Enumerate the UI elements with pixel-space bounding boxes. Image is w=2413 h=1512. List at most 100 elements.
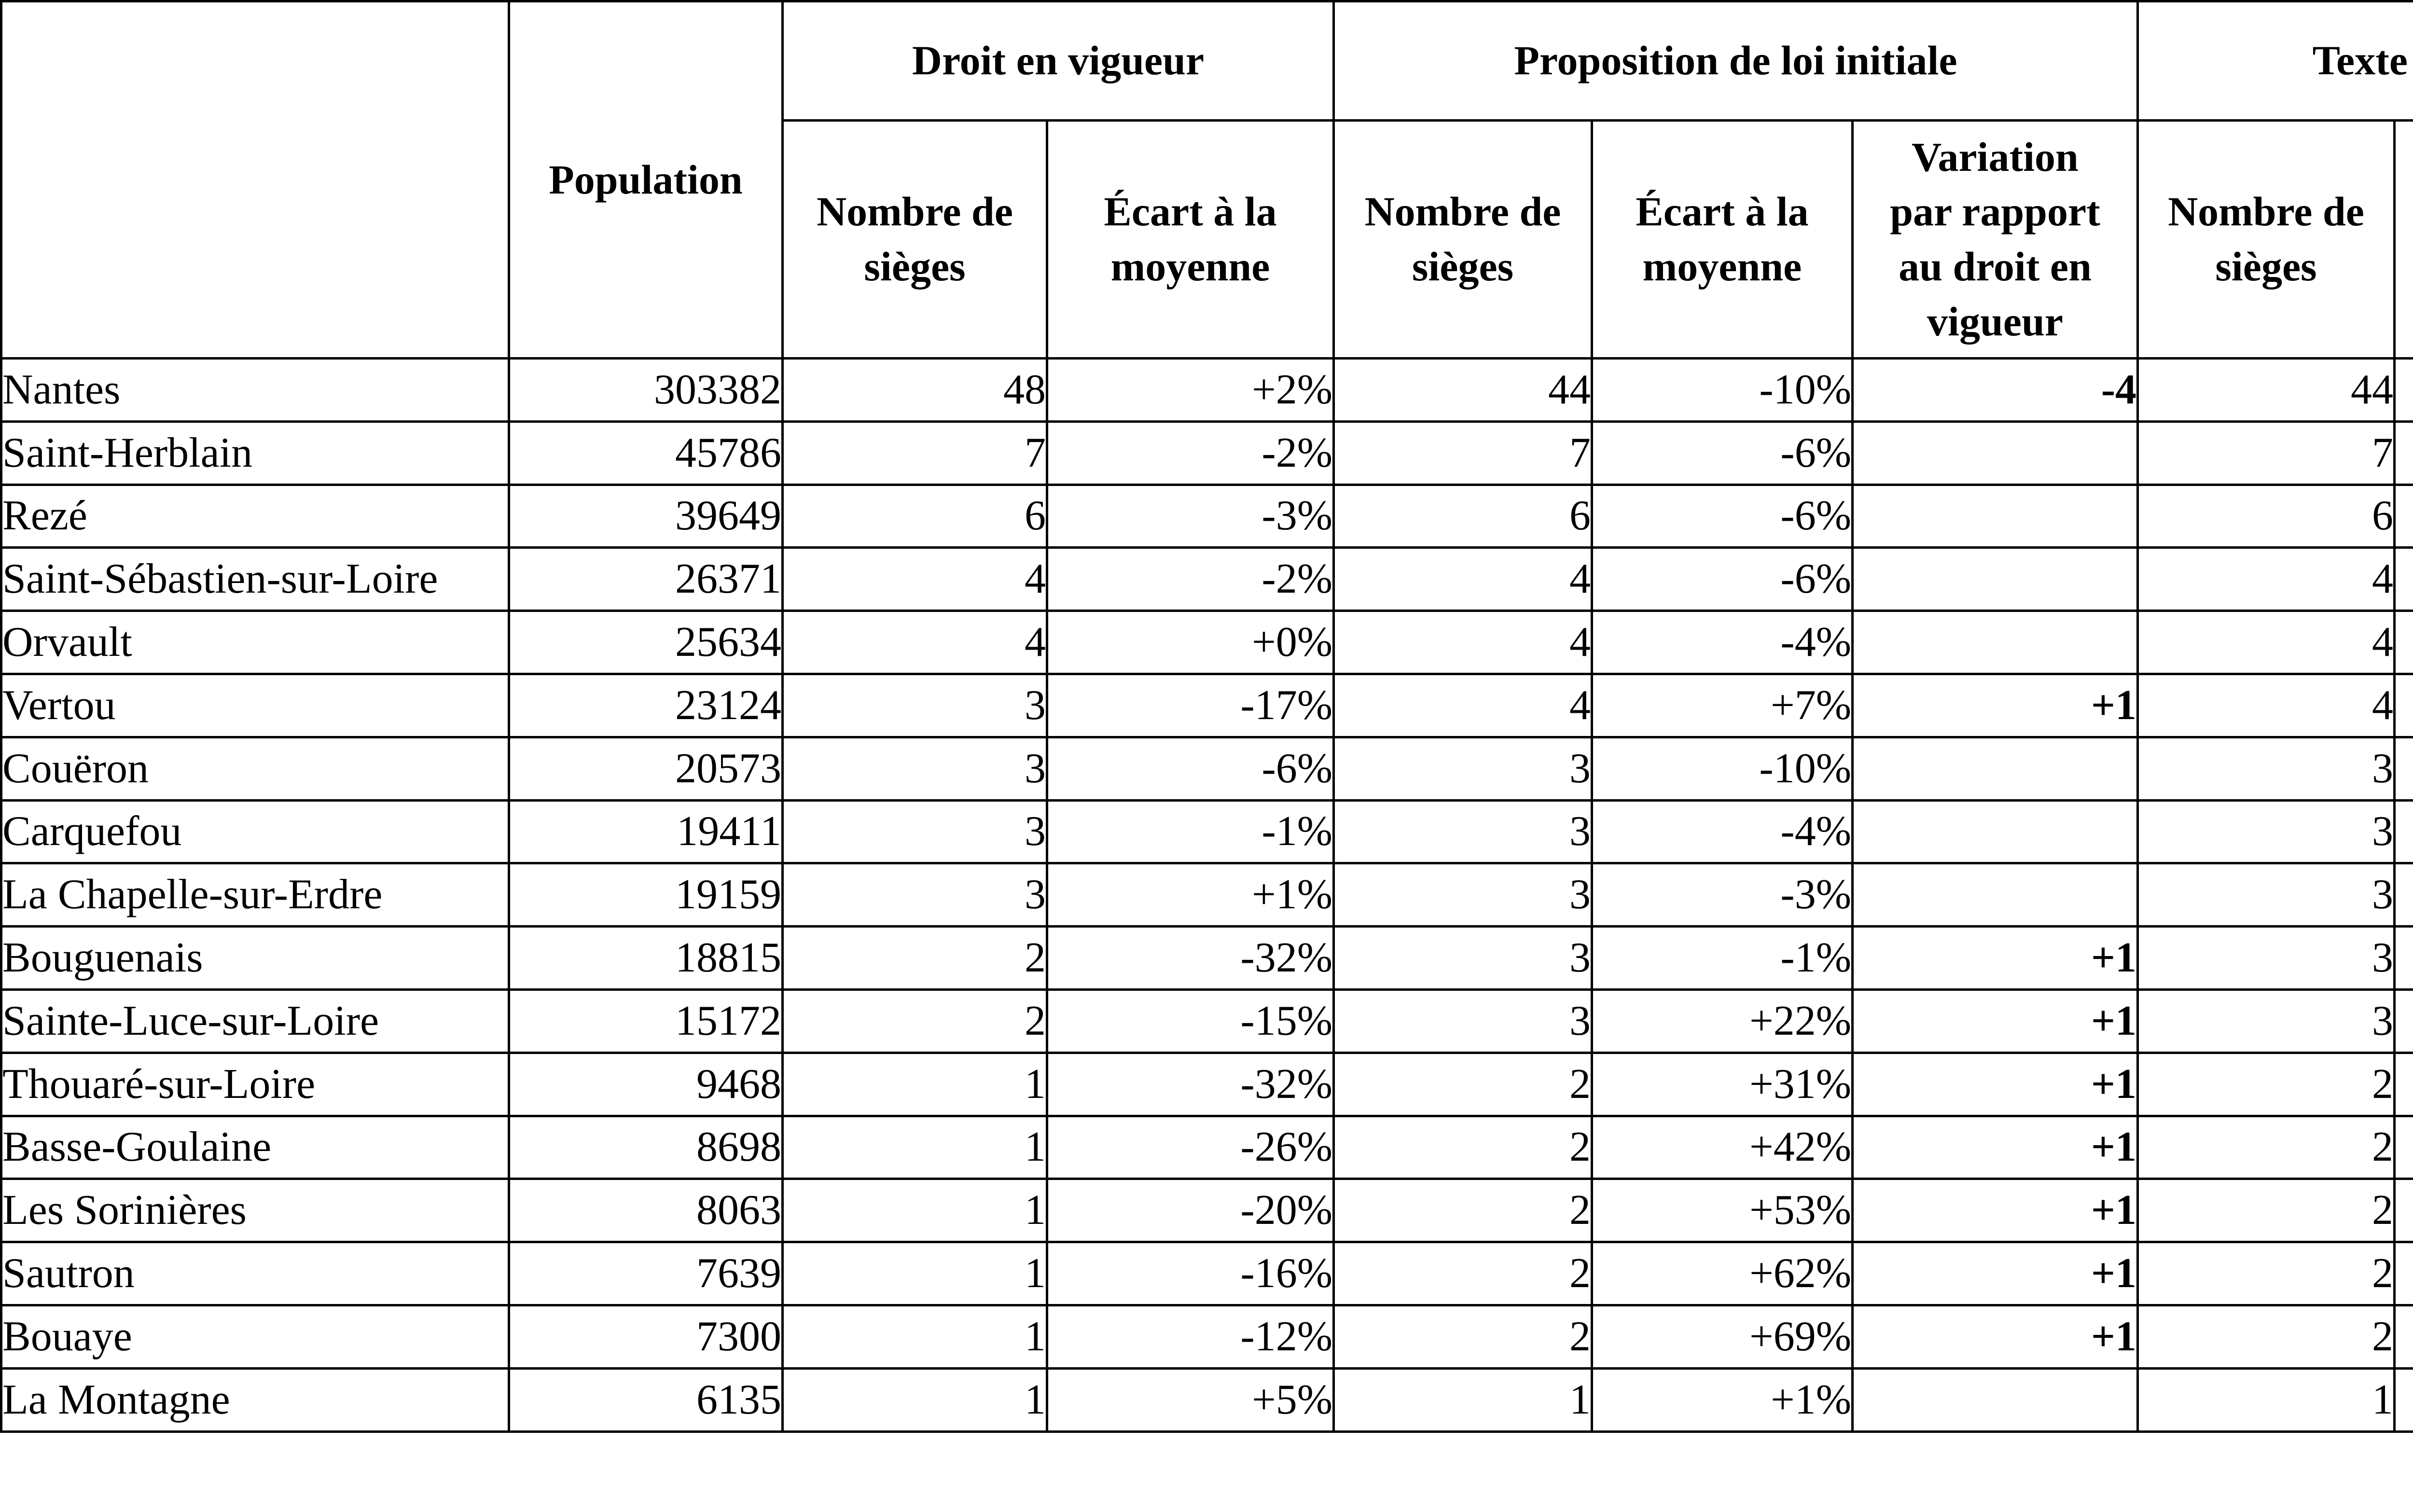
pl-ecart-cell: -3% [1591, 862, 1854, 928]
dv-sieges-cell: 1 [781, 1051, 1048, 1117]
pl-sieges-cell: 2 [1332, 1114, 1593, 1180]
dv-sieges-cell: 4 [781, 610, 1048, 675]
pl-sieges-cell: 3 [1332, 988, 1593, 1054]
tc-sieges-cell: 7 [2136, 420, 2396, 486]
tc-ecart-cell: -10% [2393, 357, 2413, 423]
tc-ecart-cell: -10% [2393, 735, 2413, 802]
dv-ecart-cell: -32% [1046, 925, 1335, 991]
pl-ecart-cell: -6% [1591, 420, 1854, 486]
table-body: Nantes 303382 48 +2% 44 -10% -4 44 -10% … [0, 357, 2413, 1433]
pl-variation-cell [1851, 1367, 2139, 1433]
tc-ecart-cell: -6% [2393, 546, 2413, 612]
pl-sieges-cell: 3 [1332, 735, 1593, 802]
pl-sieges-cell: 1 [1332, 1367, 1593, 1433]
population-cell: 9468 [508, 1051, 784, 1117]
pl-variation-cell: +1 [1851, 988, 2139, 1054]
tc-sieges-cell: 4 [2136, 546, 2396, 612]
table-row: Les Sorinières 8063 1 -20% 2 +53% +1 2 +… [0, 1178, 2413, 1244]
tc-sieges-cell: 4 [2136, 672, 2396, 738]
population-cell: 23124 [508, 672, 784, 738]
commune-name-cell: Saint-Herblain [0, 420, 510, 486]
pl-ecart-cell: +42% [1591, 1114, 1854, 1180]
pl-ecart-cell: +31% [1591, 1051, 1854, 1117]
population-cell: 25634 [508, 610, 784, 675]
dv-ecart-cell: +5% [1046, 1367, 1335, 1433]
commune-name-cell: La Montagne [0, 1367, 510, 1433]
commune-name-cell: Couëron [0, 735, 510, 802]
table-row: La Chapelle-sur-Erdre 19159 3 +1% 3 -3% … [0, 862, 2413, 928]
commune-name-cell: Bouguenais [0, 925, 510, 991]
pl-sieges-cell: 3 [1332, 925, 1593, 991]
tc-sieges-cell: 2 [2136, 1241, 2396, 1306]
pl-sieges-cell: 6 [1332, 483, 1593, 549]
commune-name-cell: Basse-Goulaine [0, 1114, 510, 1180]
dv-ecart-cell: -6% [1046, 735, 1335, 802]
dv-sieges-cell: 3 [781, 862, 1048, 928]
pl-sieges-cell: 2 [1332, 1304, 1593, 1370]
group-header-proposition-loi-initiale: Proposition de loi initiale [1332, 0, 2139, 122]
pl-variation-cell: +1 [1851, 1304, 2139, 1370]
group-header-texte-commission: Texte de la commission [2136, 0, 2413, 122]
population-cell: 19159 [508, 862, 784, 928]
subheader-tc-ecart-moyenne: Écart à la moyenne [2393, 119, 2413, 360]
tc-ecart-cell: -3% [2393, 862, 2413, 928]
pl-variation-cell [1851, 546, 2139, 612]
tc-ecart-cell: +7% [2393, 672, 2413, 738]
subheader-pl-nombre-sieges: Nombre de sièges [1332, 119, 1593, 360]
table-row: Nantes 303382 48 +2% 44 -10% -4 44 -10% … [0, 357, 2413, 423]
table-row: Sautron 7639 1 -16% 2 +62% +1 2 +62% +1 [0, 1241, 2413, 1306]
pl-variation-cell: +1 [1851, 1241, 2139, 1306]
commune-name-cell: Rezé [0, 483, 510, 549]
commune-name-cell: La Chapelle-sur-Erdre [0, 862, 510, 928]
dv-ecart-cell: -17% [1046, 672, 1335, 738]
table-row: Bouaye 7300 1 -12% 2 +69% +1 2 +69% +1 [0, 1304, 2413, 1370]
table-row: La Montagne 6135 1 +5% 1 +1% 1 +1% [0, 1367, 2413, 1433]
dv-sieges-cell: 4 [781, 546, 1048, 612]
pl-variation-cell: -4 [1851, 357, 2139, 423]
dv-ecart-cell: -2% [1046, 420, 1335, 486]
tc-ecart-cell: +69% [2393, 1304, 2413, 1370]
pl-variation-cell: +1 [1851, 925, 2139, 991]
dv-ecart-cell: +2% [1046, 357, 1335, 423]
table-row: Rezé 39649 6 -3% 6 -6% 6 -6% [0, 483, 2413, 549]
tc-sieges-cell: 1 [2136, 1367, 2396, 1433]
tc-sieges-cell: 2 [2136, 1051, 2396, 1117]
tc-ecart-cell: +1% [2393, 1367, 2413, 1433]
population-cell: 39649 [508, 483, 784, 549]
population-cell: 15172 [508, 988, 784, 1054]
tc-ecart-cell: +31% [2393, 1051, 2413, 1117]
population-cell: 26371 [508, 546, 784, 612]
dv-sieges-cell: 1 [781, 1367, 1048, 1433]
tc-sieges-cell: 3 [2136, 862, 2396, 928]
table-row: Thouaré-sur-Loire 9468 1 -32% 2 +31% +1 … [0, 1051, 2413, 1117]
tc-ecart-cell: -4% [2393, 610, 2413, 675]
pl-variation-cell [1851, 735, 2139, 802]
group-header-droit-en-vigueur: Droit en vigueur [781, 0, 1335, 122]
pl-variation-cell [1851, 610, 2139, 675]
commune-name-cell: Orvault [0, 610, 510, 675]
population-cell: 7300 [508, 1304, 784, 1370]
table-row: Saint-Herblain 45786 7 -2% 7 -6% 7 -6% [0, 420, 2413, 486]
seat-apportionment-table: Population Droit en vigueur Proposition … [0, 0, 2413, 1433]
commune-name-cell: Carquefou [0, 799, 510, 865]
dv-ecart-cell: -2% [1046, 546, 1335, 612]
table-row: Bouguenais 18815 2 -32% 3 -1% +1 3 -1% +… [0, 925, 2413, 991]
pl-sieges-cell: 2 [1332, 1241, 1593, 1306]
subheader-dv-nombre-sieges: Nombre de sièges [781, 119, 1048, 360]
table-row: Saint-Sébastien-sur-Loire 26371 4 -2% 4 … [0, 546, 2413, 612]
tc-sieges-cell: 3 [2136, 925, 2396, 991]
dv-ecart-cell: -26% [1046, 1114, 1335, 1180]
dv-ecart-cell: -20% [1046, 1178, 1335, 1244]
dv-sieges-cell: 3 [781, 672, 1048, 738]
pl-sieges-cell: 7 [1332, 420, 1593, 486]
header-population: Population [508, 0, 784, 360]
pl-variation-cell [1851, 420, 2139, 486]
dv-sieges-cell: 1 [781, 1241, 1048, 1306]
pl-ecart-cell: -4% [1591, 610, 1854, 675]
pl-variation-cell: +1 [1851, 672, 2139, 738]
dv-ecart-cell: -32% [1046, 1051, 1335, 1117]
corner-cell [0, 0, 510, 360]
commune-name-cell: Thouaré-sur-Loire [0, 1051, 510, 1117]
pl-variation-cell: +1 [1851, 1051, 2139, 1117]
pl-ecart-cell: +22% [1591, 988, 1854, 1054]
